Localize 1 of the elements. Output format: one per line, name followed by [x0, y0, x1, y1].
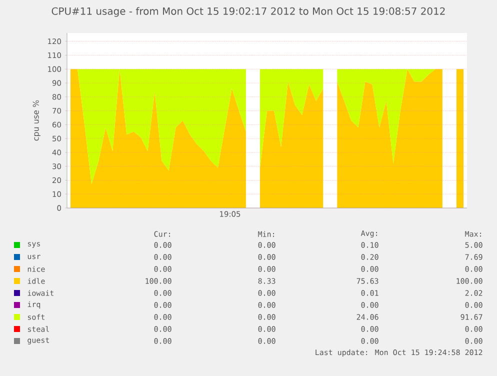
chart-title: CPU#11 usage - from Mon Oct 15 19:02:17 2012 to Mon Oct 15 19:08:57 2012	[52, 7, 445, 17]
